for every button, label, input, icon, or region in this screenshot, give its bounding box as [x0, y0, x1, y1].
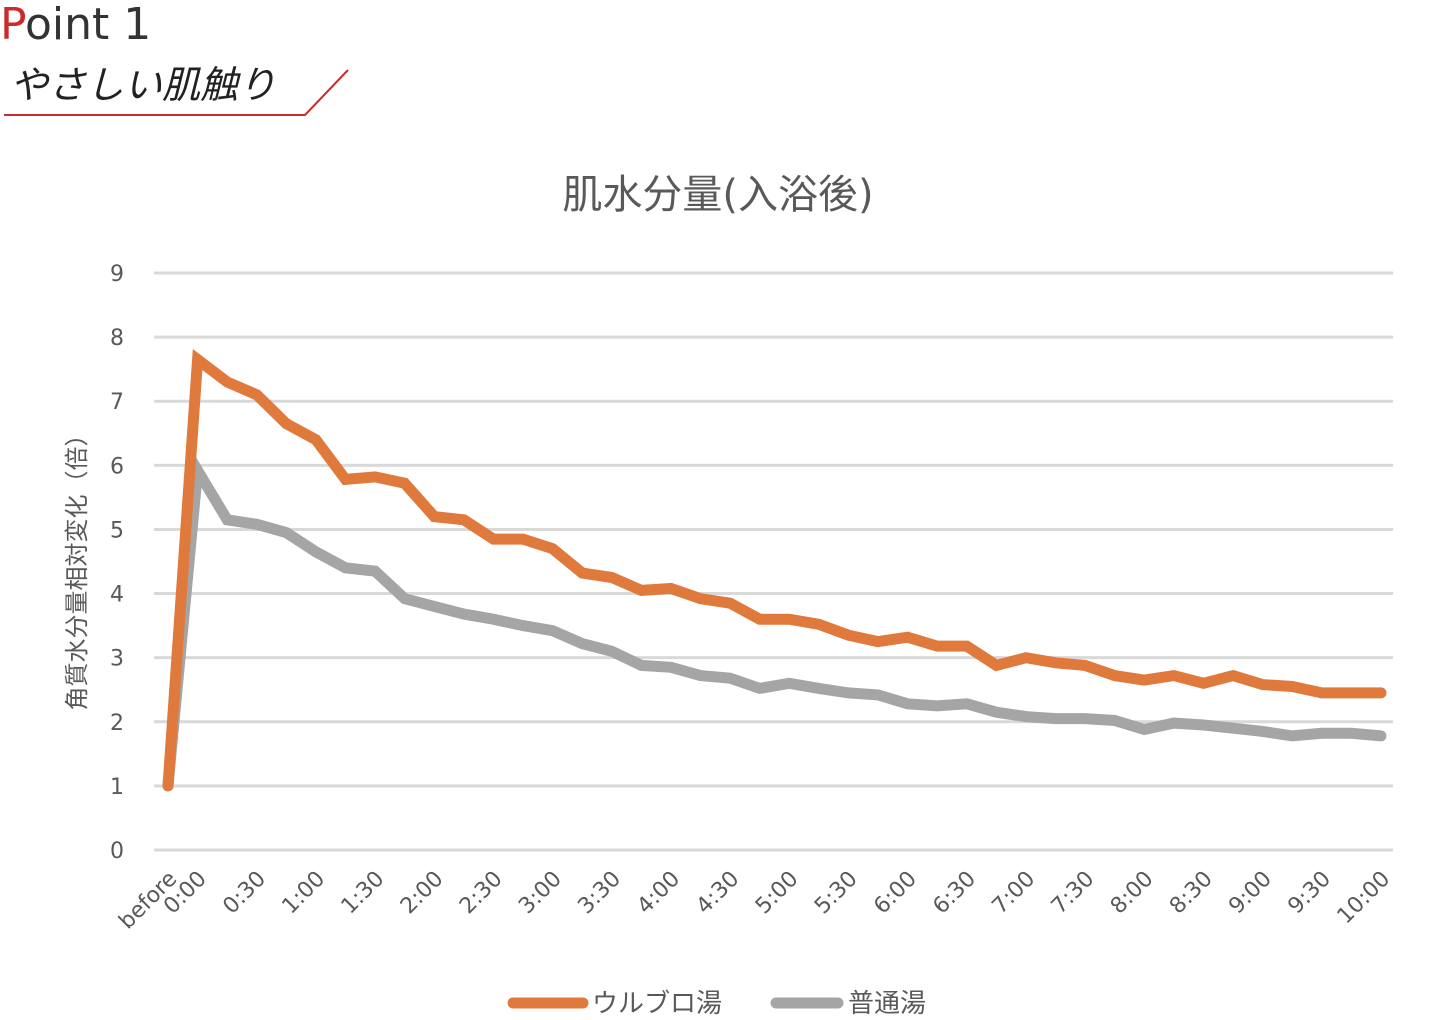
y-tick-label: 9	[110, 262, 124, 287]
y-tick-label: 5	[110, 518, 124, 543]
x-tick-label: 6:30	[928, 867, 981, 920]
x-tick-label: 1:30	[337, 867, 390, 920]
subtitle-underline	[4, 69, 349, 116]
y-tick-label: 4	[110, 583, 124, 608]
x-tick-label: 2:30	[455, 867, 508, 920]
chart-title: 肌水分量(入浴後)	[562, 172, 873, 218]
y-tick-label: 7	[110, 390, 124, 415]
series-group	[162, 348, 1387, 792]
point-label-rest: oint 1	[24, 0, 152, 50]
y-tick-label: 6	[110, 454, 124, 479]
legend: ウルブロ湯 普通湯	[507, 989, 926, 1019]
series-line-normal	[162, 453, 1387, 792]
y-axis-label: 角質水分量相対変化（倍）	[63, 423, 91, 711]
y-tick-label: 1	[110, 775, 124, 800]
x-tick-label: 7:00	[988, 867, 1041, 920]
x-tick-label: 0:30	[218, 867, 271, 920]
x-tick-label: 2:00	[396, 867, 449, 920]
x-tick-label: 4:30	[692, 867, 745, 920]
x-tick-label: 7:30	[1047, 867, 1100, 920]
x-tick-label: 9:30	[1283, 867, 1336, 920]
x-tick-label: 8:30	[1165, 867, 1218, 920]
legend-label: ウルブロ湯	[592, 989, 722, 1019]
y-tick-label: 8	[110, 326, 124, 351]
x-tick-label: 5:30	[810, 867, 863, 920]
x-tick-label: 8:00	[1106, 867, 1159, 920]
y-tick-label: 3	[110, 647, 124, 672]
x-tick-label: 5:00	[751, 867, 804, 920]
x-tick-label: 9:00	[1224, 867, 1277, 920]
header: Point 1 やさしい肌触り	[0, 0, 360, 120]
point-label: Point 1	[0, 0, 151, 50]
series-line-urubro	[162, 348, 1387, 792]
y-axis-ticks: 0 1 2 3 4 5 6 7 8 9	[110, 262, 124, 864]
legend-label: 普通湯	[848, 989, 926, 1019]
x-tick-label: 3:30	[573, 867, 626, 920]
x-tick-label: 1:00	[278, 867, 331, 920]
x-tick-label: 4:00	[633, 867, 686, 920]
y-tick-label: 2	[110, 711, 124, 736]
x-tick-label: 6:00	[869, 867, 922, 920]
x-tick-label: 3:00	[514, 867, 567, 920]
subtitle: やさしい肌触り	[10, 63, 277, 107]
y-tick-label: 0	[110, 839, 124, 864]
x-tick-label: 10:00	[1333, 867, 1396, 930]
point-label-initial: P	[0, 0, 25, 50]
